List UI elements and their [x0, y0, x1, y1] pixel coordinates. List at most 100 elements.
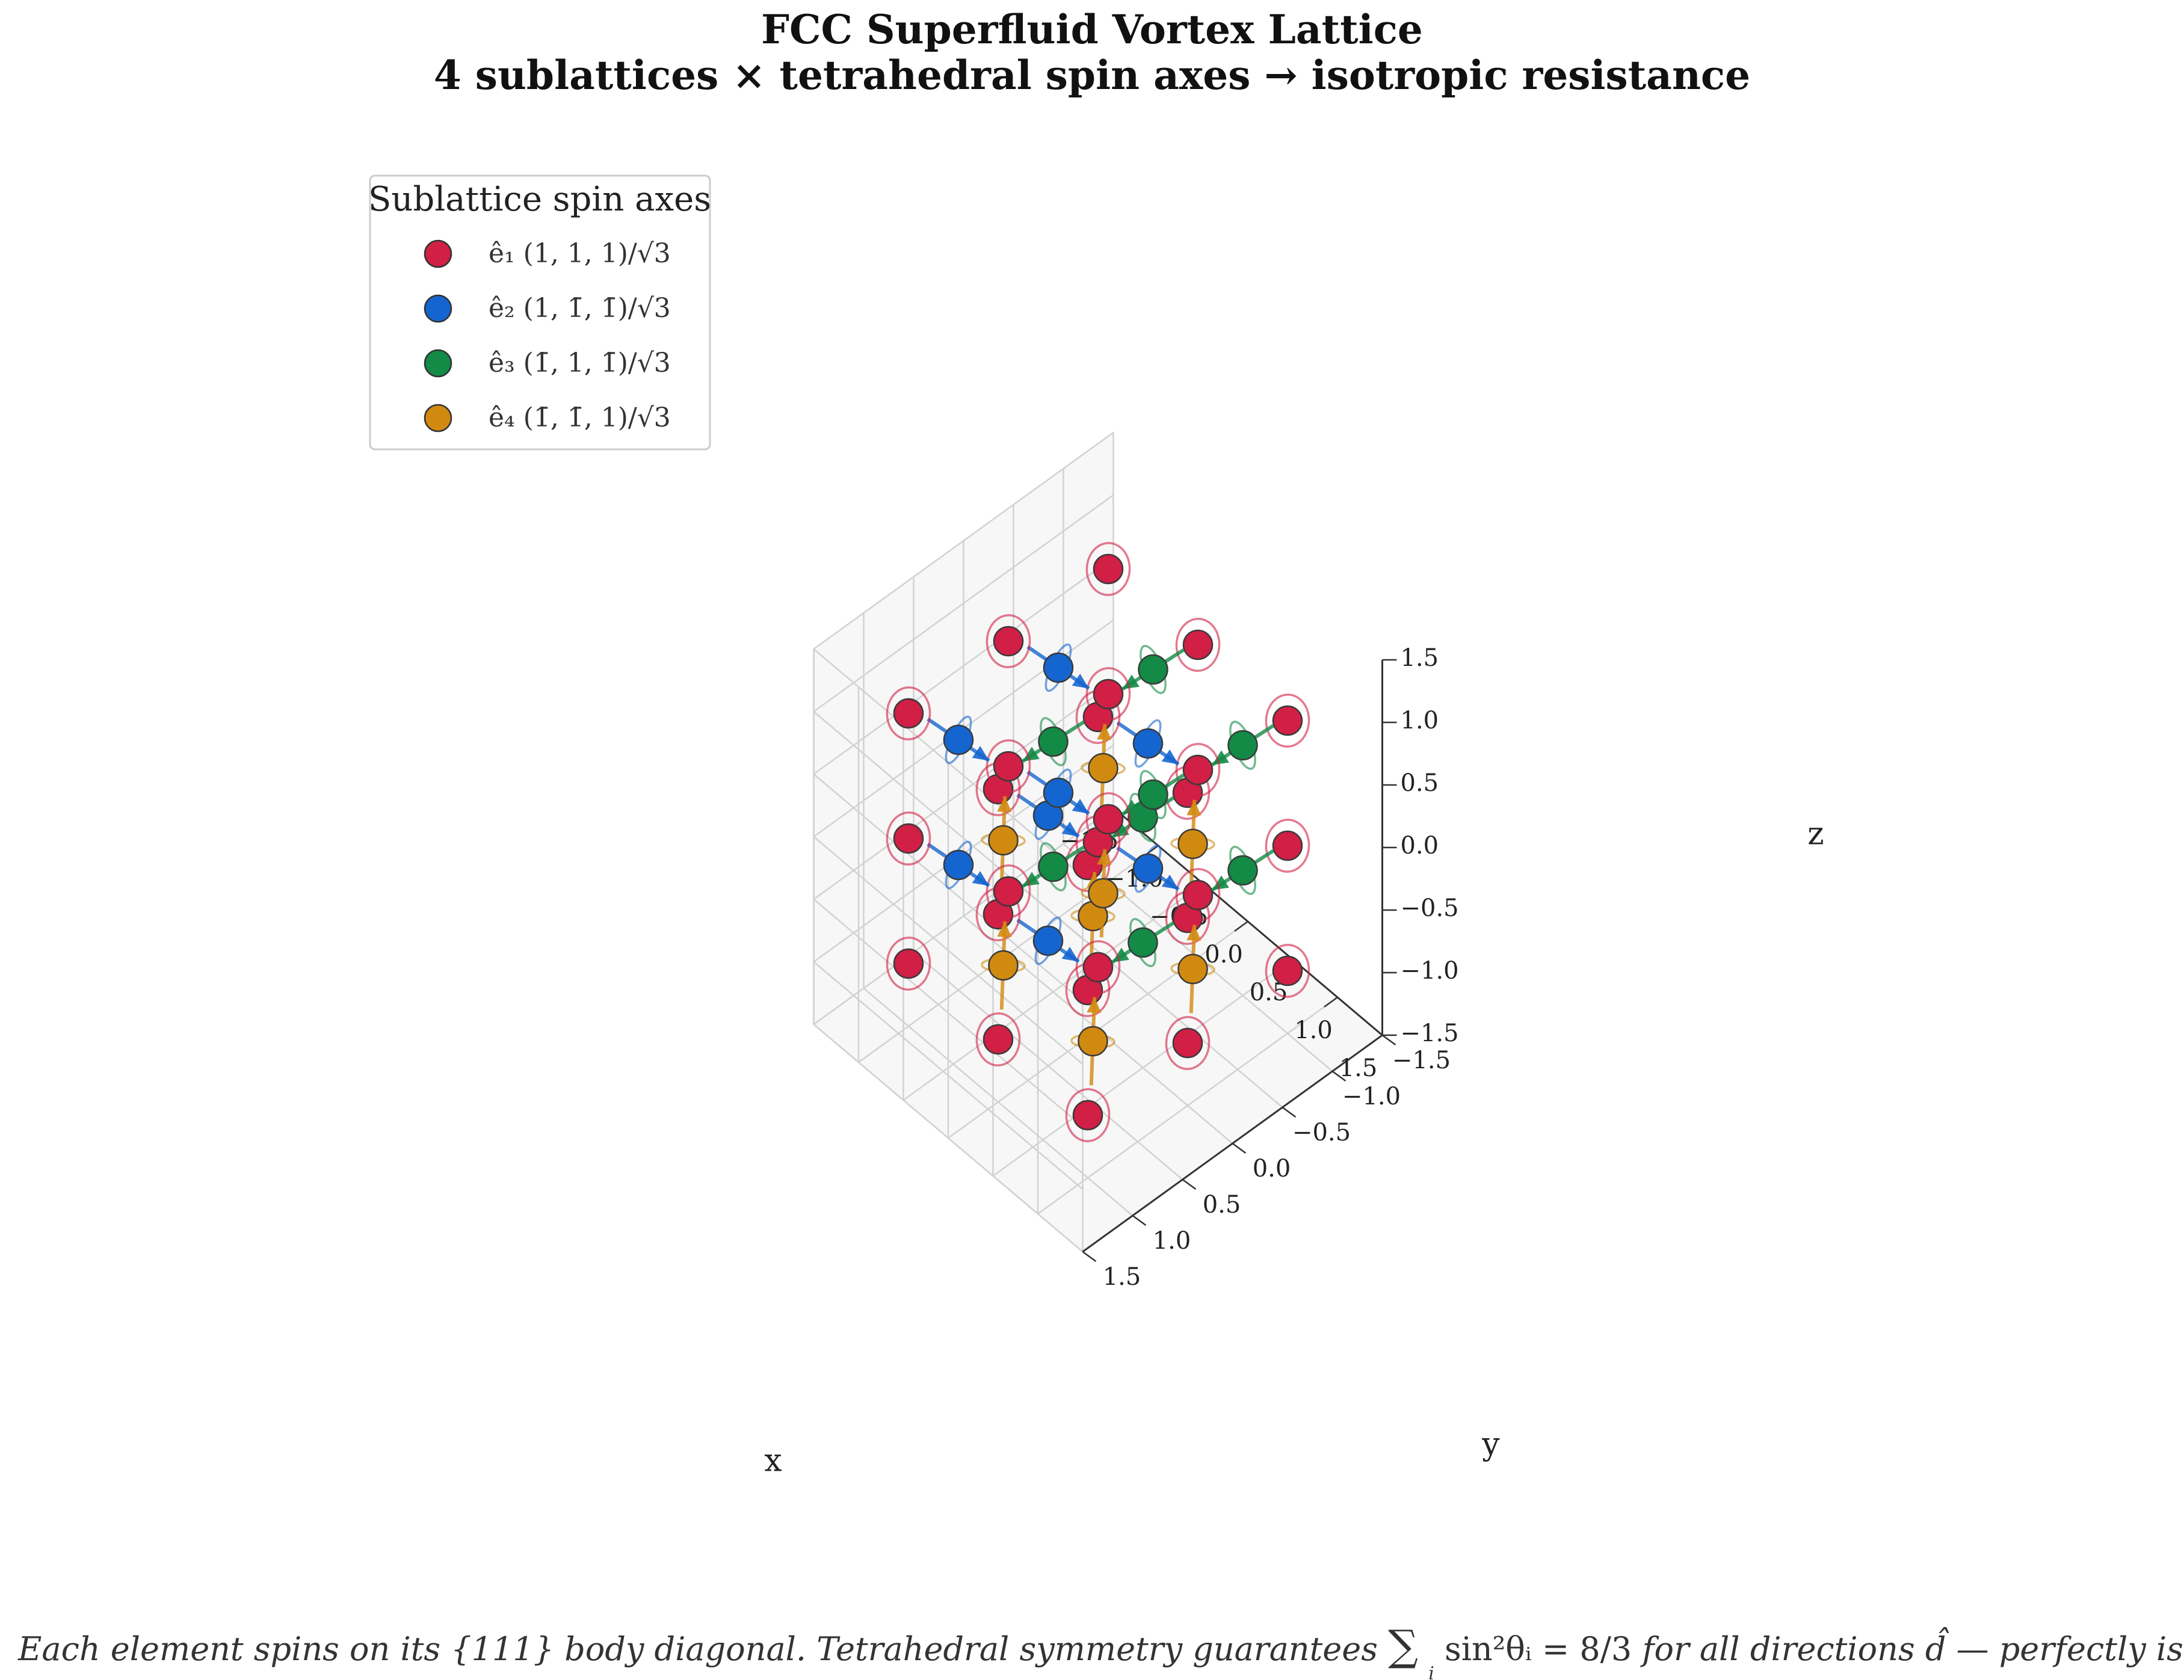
data-point — [893, 948, 924, 979]
data-point — [988, 950, 1019, 981]
z-tick-label: 0.5 — [1401, 769, 1439, 797]
y-tick-label: 1.0 — [1153, 1227, 1191, 1255]
y-tick-label: −1.0 — [1342, 1083, 1401, 1110]
spin-arrow-head — [1061, 947, 1079, 962]
spin-loop — [975, 1012, 1021, 1066]
point-group — [1081, 724, 1126, 813]
point-group — [1116, 719, 1180, 768]
z-tick-label: 0.0 — [1401, 832, 1439, 860]
spin-arrow-head — [997, 921, 1012, 937]
grid-line — [813, 431, 1114, 650]
legend-frame — [369, 174, 711, 451]
point-group — [1175, 618, 1221, 672]
point-group — [1170, 799, 1215, 888]
caption-formula: sin²θᵢ = 8/3 — [1445, 1630, 1632, 1668]
data-point — [1082, 952, 1114, 983]
data-point — [1043, 777, 1074, 808]
grid-line — [813, 1024, 1084, 1252]
y-tick — [1182, 1178, 1197, 1190]
legend-marker — [424, 294, 452, 323]
y-axis-label: y — [1481, 1427, 1500, 1463]
y-tick-label: −1.5 — [1392, 1047, 1451, 1074]
data-point — [1132, 728, 1164, 759]
x-axis-label: x — [764, 1443, 782, 1479]
data-point — [1132, 853, 1164, 884]
data-point — [1032, 925, 1064, 956]
spin-arrow-head — [1022, 746, 1040, 762]
point-group — [1170, 925, 1215, 1014]
caption: Each element spins on its {111} body dia… — [17, 1621, 2184, 1680]
point-group — [1021, 842, 1085, 891]
y-tick-label: 1.5 — [1103, 1263, 1141, 1291]
data-points — [886, 542, 1310, 1142]
data-point — [1182, 879, 1214, 911]
z-tick-label: −1.0 — [1401, 957, 1459, 985]
point-group — [1265, 944, 1310, 998]
legend-title: Sublattice spin axes — [368, 180, 711, 219]
spin-arrow-head — [1072, 799, 1089, 814]
spin-arrow-head — [972, 871, 989, 886]
legend-marker — [424, 404, 452, 432]
spin-arrow-head — [1072, 674, 1089, 689]
spin-loop — [1085, 792, 1131, 846]
data-point — [1038, 851, 1069, 882]
spin-loop — [986, 864, 1031, 918]
y-tick-label: −0.5 — [1292, 1119, 1351, 1146]
data-point — [1177, 953, 1208, 985]
grid-line — [863, 988, 1134, 1216]
caption-sum: ∑ — [1388, 1621, 1418, 1670]
data-point — [1072, 1100, 1103, 1131]
point-group — [981, 796, 1026, 885]
spin-loop — [1265, 944, 1310, 998]
point-group — [975, 1012, 1021, 1066]
caption-sum-index: i — [1428, 1663, 1434, 1680]
data-point — [893, 823, 924, 854]
spin-loop — [986, 739, 1031, 793]
data-point — [1078, 1026, 1108, 1057]
y-tick — [1132, 1214, 1147, 1226]
z-tick-label: −1.5 — [1401, 1020, 1459, 1047]
chart-title: FCC Superfluid Vortex Lattice — [761, 6, 1423, 53]
data-point — [988, 825, 1019, 856]
data-point — [1127, 927, 1158, 958]
data-point — [1182, 754, 1214, 786]
point-group — [886, 811, 931, 866]
point-group — [886, 686, 931, 740]
point-group — [1265, 694, 1310, 748]
caption-part1: Each element spins on its {111} body dia… — [17, 1630, 1388, 1668]
data-point — [1272, 830, 1303, 861]
data-point — [1182, 629, 1214, 660]
spin-loop — [1265, 819, 1310, 873]
data-point — [993, 626, 1024, 657]
point-group — [927, 840, 990, 890]
spin-arrow-head — [1112, 947, 1129, 962]
data-point — [1138, 654, 1168, 685]
point-group — [1085, 792, 1131, 846]
y-tick — [1331, 1070, 1346, 1082]
legend-marker — [424, 239, 452, 268]
x-tick — [1324, 996, 1338, 1008]
point-group — [986, 864, 1031, 918]
caption-part2: for all directions d̂ — perfectly isotro… — [1640, 1626, 2184, 1668]
data-point — [993, 876, 1024, 907]
z-tick-label: 1.0 — [1401, 707, 1439, 734]
legend-marker — [424, 349, 452, 378]
spin-arrow-head — [1097, 849, 1112, 865]
chart-subtitle: 4 sublattices × tetrahedral spin axes → … — [434, 52, 1750, 99]
data-point — [1038, 726, 1069, 757]
point-group — [986, 739, 1031, 793]
spin-arrow-head — [1161, 749, 1179, 765]
spin-arrow-head — [1186, 799, 1202, 816]
z-axis-label: z — [1807, 816, 1824, 852]
point-group — [1026, 768, 1090, 817]
data-point — [943, 849, 974, 881]
point-group — [1085, 542, 1131, 596]
point-group — [1116, 844, 1180, 893]
legend-entry-label: ê₁ (1, 1, 1)/√3 — [489, 238, 671, 269]
point-group — [1026, 643, 1090, 692]
x-tick-label: 1.5 — [1339, 1054, 1378, 1082]
point-group — [1081, 849, 1126, 938]
spin-loop — [1265, 694, 1310, 748]
x-tick — [1234, 920, 1248, 932]
